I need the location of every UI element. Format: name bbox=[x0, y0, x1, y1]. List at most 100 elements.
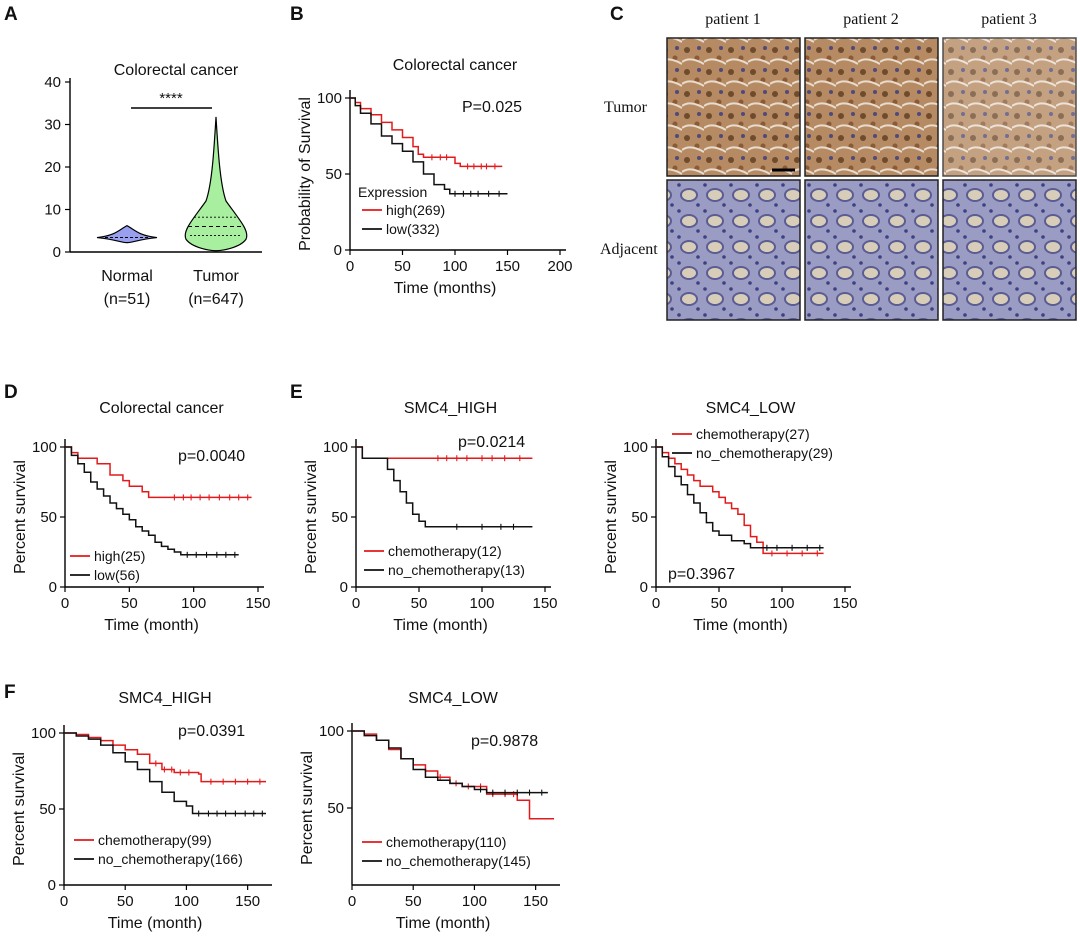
km-plot-b: 0 50 100 0 50 100 150 200 Colorectal cancer Time … bbox=[297, 57, 573, 297]
category-sublabel: (n=51) bbox=[104, 291, 151, 308]
p-value: p=0.0040 bbox=[178, 448, 245, 465]
y-tick-label: 30 bbox=[44, 117, 61, 134]
row-label-adjacent: Adjacent bbox=[600, 241, 658, 258]
x-tick-label: 100 bbox=[174, 893, 199, 910]
km-plot-f-high: 0 50 100 0 50 100 150 SMC4_HIGH Time (month) Perc… bbox=[11, 690, 272, 932]
x-tick-label: 150 bbox=[235, 893, 260, 910]
x-tick-label: 100 bbox=[769, 595, 794, 612]
y-tick-label: 100 bbox=[317, 90, 342, 107]
panel-label-a: A bbox=[4, 4, 18, 25]
legend-label: chemotherapy(110) bbox=[386, 834, 506, 850]
km-plot-e-high: 0 50 100 0 50 100 150 SMC4_HIGH Time (month) Perc… bbox=[303, 400, 558, 634]
chart-title: SMC4_LOW bbox=[408, 690, 499, 707]
violin-chart: 0 10 20 30 40 Colorectal cancer **** Normal (n=5… bbox=[44, 62, 262, 308]
y-tick-label: 0 bbox=[640, 579, 648, 596]
y-axis-label: Percent survival bbox=[299, 751, 316, 865]
survival-curve-black bbox=[65, 446, 239, 556]
x-axis-label: Time (month) bbox=[104, 617, 199, 634]
y-tick-label: 50 bbox=[39, 801, 56, 818]
x-tick-label: 0 bbox=[61, 595, 69, 612]
micrograph-tumor-2 bbox=[804, 37, 939, 177]
y-tick-label: 40 bbox=[44, 74, 61, 91]
survival-curve-black bbox=[356, 446, 533, 528]
p-value: p=0.9878 bbox=[471, 733, 538, 750]
x-axis-label: Time (month) bbox=[108, 915, 203, 932]
violin-tumor bbox=[184, 116, 248, 252]
x-tick-label: 0 bbox=[348, 893, 356, 910]
y-tick-label: 100 bbox=[323, 439, 348, 456]
x-tick-label: 0 bbox=[352, 595, 360, 612]
chart-title: SMC4_HIGH bbox=[404, 400, 497, 417]
histology-grid: patient 1 patient 2 patient 3 Tumor Adja… bbox=[600, 11, 1077, 321]
y-tick-label: 100 bbox=[32, 439, 57, 456]
x-tick-label: 50 bbox=[411, 595, 428, 612]
legend-label: no_chemotherapy(145) bbox=[386, 853, 531, 869]
patient-label-3: patient 3 bbox=[981, 11, 1037, 28]
legend-label: low(56) bbox=[94, 567, 140, 583]
x-tick-label: 50 bbox=[394, 258, 411, 275]
p-value: P=0.025 bbox=[462, 99, 522, 116]
y-tick-label: 50 bbox=[40, 509, 57, 526]
significance-stars: **** bbox=[159, 90, 183, 107]
x-axis-label: Time (month) bbox=[393, 617, 488, 634]
y-tick-label: 0 bbox=[49, 579, 57, 596]
patient-label-1: patient 1 bbox=[705, 11, 761, 28]
chart-title: Colorectal cancer bbox=[99, 400, 224, 417]
y-tick-label: 100 bbox=[31, 725, 56, 742]
km-plot-f-low: 50 100 0 50 100 150 SMC4_LOW Time (month) Percen… bbox=[299, 690, 560, 932]
x-tick-label: 50 bbox=[121, 595, 138, 612]
y-tick-label: 0 bbox=[334, 242, 342, 259]
panel-label-f: F bbox=[4, 682, 16, 703]
legend-title: Expression bbox=[358, 184, 427, 200]
y-tick-label: 0 bbox=[340, 579, 348, 596]
p-value: p=0.3967 bbox=[668, 566, 735, 583]
micrograph-tumor-1 bbox=[666, 37, 801, 177]
x-tick-label: 0 bbox=[652, 595, 660, 612]
y-tick-label: 50 bbox=[327, 800, 344, 817]
x-tick-label: 50 bbox=[117, 893, 134, 910]
legend-label: no_chemotherapy(166) bbox=[98, 851, 243, 867]
x-tick-label: 50 bbox=[405, 893, 422, 910]
patient-label-2: patient 2 bbox=[843, 11, 899, 28]
legend-label: chemotherapy(99) bbox=[98, 832, 212, 848]
micrograph-adjacent-3 bbox=[942, 179, 1077, 321]
y-axis-label: Percent survival bbox=[12, 460, 29, 574]
legend-label: chemotherapy(12) bbox=[388, 543, 502, 559]
x-tick-label: 150 bbox=[495, 258, 520, 275]
chart-title: SMC4_HIGH bbox=[118, 690, 211, 707]
x-tick-label: 50 bbox=[711, 595, 728, 612]
x-tick-label: 150 bbox=[532, 595, 557, 612]
x-tick-label: 150 bbox=[523, 893, 548, 910]
y-tick-label: 50 bbox=[331, 509, 348, 526]
micrograph-tumor-3 bbox=[942, 37, 1077, 177]
survival-curve-black bbox=[350, 97, 508, 195]
x-tick-label: 100 bbox=[442, 258, 467, 275]
y-tick-label: 100 bbox=[623, 439, 648, 456]
panel-label-d: D bbox=[4, 382, 18, 403]
category-label: Normal bbox=[101, 268, 153, 285]
y-tick-label: 10 bbox=[44, 202, 61, 219]
micrograph-adjacent-2 bbox=[804, 179, 939, 321]
y-axis-label: Probability of Survival bbox=[297, 97, 314, 251]
panel-label-c: C bbox=[610, 4, 624, 25]
x-tick-label: 0 bbox=[60, 893, 68, 910]
x-tick-label: 100 bbox=[181, 595, 206, 612]
y-axis-label: Percent survival bbox=[11, 752, 28, 866]
y-tick-label: 50 bbox=[631, 509, 648, 526]
y-tick-label: 20 bbox=[44, 159, 61, 176]
panel-label-e: E bbox=[290, 382, 303, 403]
x-axis-label: Time (month) bbox=[693, 617, 788, 634]
y-tick-label: 0 bbox=[53, 244, 61, 261]
chart-title: Colorectal cancer bbox=[114, 62, 239, 79]
survival-curve-black bbox=[352, 730, 548, 794]
survival-curve-red bbox=[64, 732, 266, 783]
legend-label: no_chemotherapy(29) bbox=[696, 445, 833, 461]
violin-normal bbox=[96, 224, 158, 244]
panel-label-b: B bbox=[290, 4, 304, 25]
p-value: p=0.0391 bbox=[178, 723, 245, 740]
survival-curve-black bbox=[656, 446, 824, 549]
x-tick-label: 100 bbox=[469, 595, 494, 612]
x-axis-label: Time (month) bbox=[396, 915, 491, 932]
legend-label: high(269) bbox=[386, 202, 445, 218]
survival-curve-black bbox=[64, 732, 266, 815]
